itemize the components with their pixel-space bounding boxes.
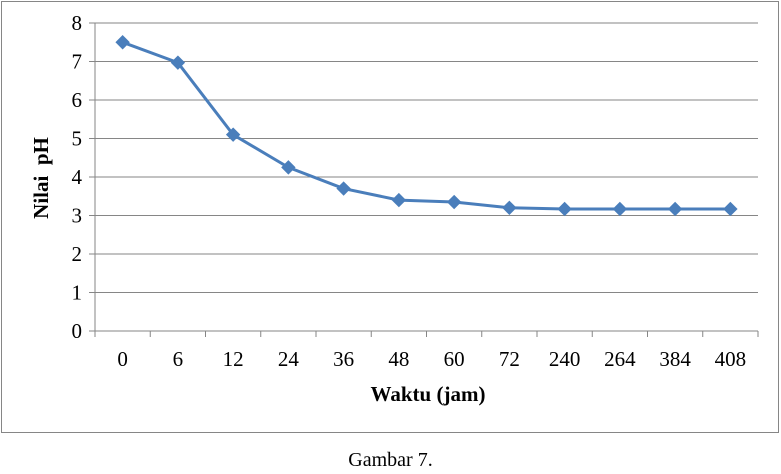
data-point — [446, 194, 462, 210]
data-point — [723, 201, 738, 217]
series-ph — [115, 35, 738, 217]
chart-frame — [1, 1, 779, 433]
x-axis-title: Waktu (jam) — [371, 382, 486, 406]
x-tick-label: 264 — [604, 347, 636, 371]
y-tick-label: 0 — [72, 319, 83, 343]
y-tick-label: 3 — [72, 204, 83, 228]
x-tick-label: 384 — [659, 347, 691, 371]
x-tick-label: 72 — [499, 347, 520, 371]
x-tick-label: 240 — [549, 347, 581, 371]
x-tick-label: 36 — [333, 347, 354, 371]
x-tick-label: 24 — [278, 347, 300, 371]
y-tick-label: 7 — [72, 50, 83, 74]
y-tick-label: 6 — [72, 88, 83, 112]
x-tick-label: 12 — [223, 347, 244, 371]
axes — [89, 22, 759, 337]
x-tick-label: 60 — [444, 347, 465, 371]
data-point — [667, 201, 683, 217]
data-point — [336, 181, 351, 196]
x-tick-label: 6 — [173, 347, 184, 371]
y-tick-label: 4 — [72, 165, 83, 189]
data-point — [391, 192, 407, 208]
x-tick-label: 48 — [388, 347, 409, 371]
y-tick-label: 5 — [72, 127, 83, 151]
data-point — [502, 200, 517, 216]
y-tick-label: 1 — [72, 281, 83, 305]
data-point — [612, 201, 628, 217]
data-point — [557, 201, 572, 217]
data-point — [170, 55, 186, 70]
data-point — [281, 160, 296, 175]
data-point — [225, 127, 241, 142]
series-line — [122, 40, 731, 211]
figure-caption: Gambar 7. — [348, 449, 433, 471]
gridlines — [95, 22, 758, 293]
x-tick-label: 0 — [117, 347, 128, 371]
y-tick-labels: 0 1 2 3 4 5 6 7 8 — [72, 11, 83, 343]
x-tick-label: 408 — [715, 347, 747, 371]
y-tick-label: 2 — [72, 242, 83, 266]
x-tick-labels: 0 6 12 24 36 48 60 72 240 264 384 408 — [117, 347, 746, 371]
y-axis-title: Nilai pH — [29, 137, 53, 219]
data-point — [115, 35, 130, 50]
y-tick-label: 8 — [72, 11, 83, 35]
